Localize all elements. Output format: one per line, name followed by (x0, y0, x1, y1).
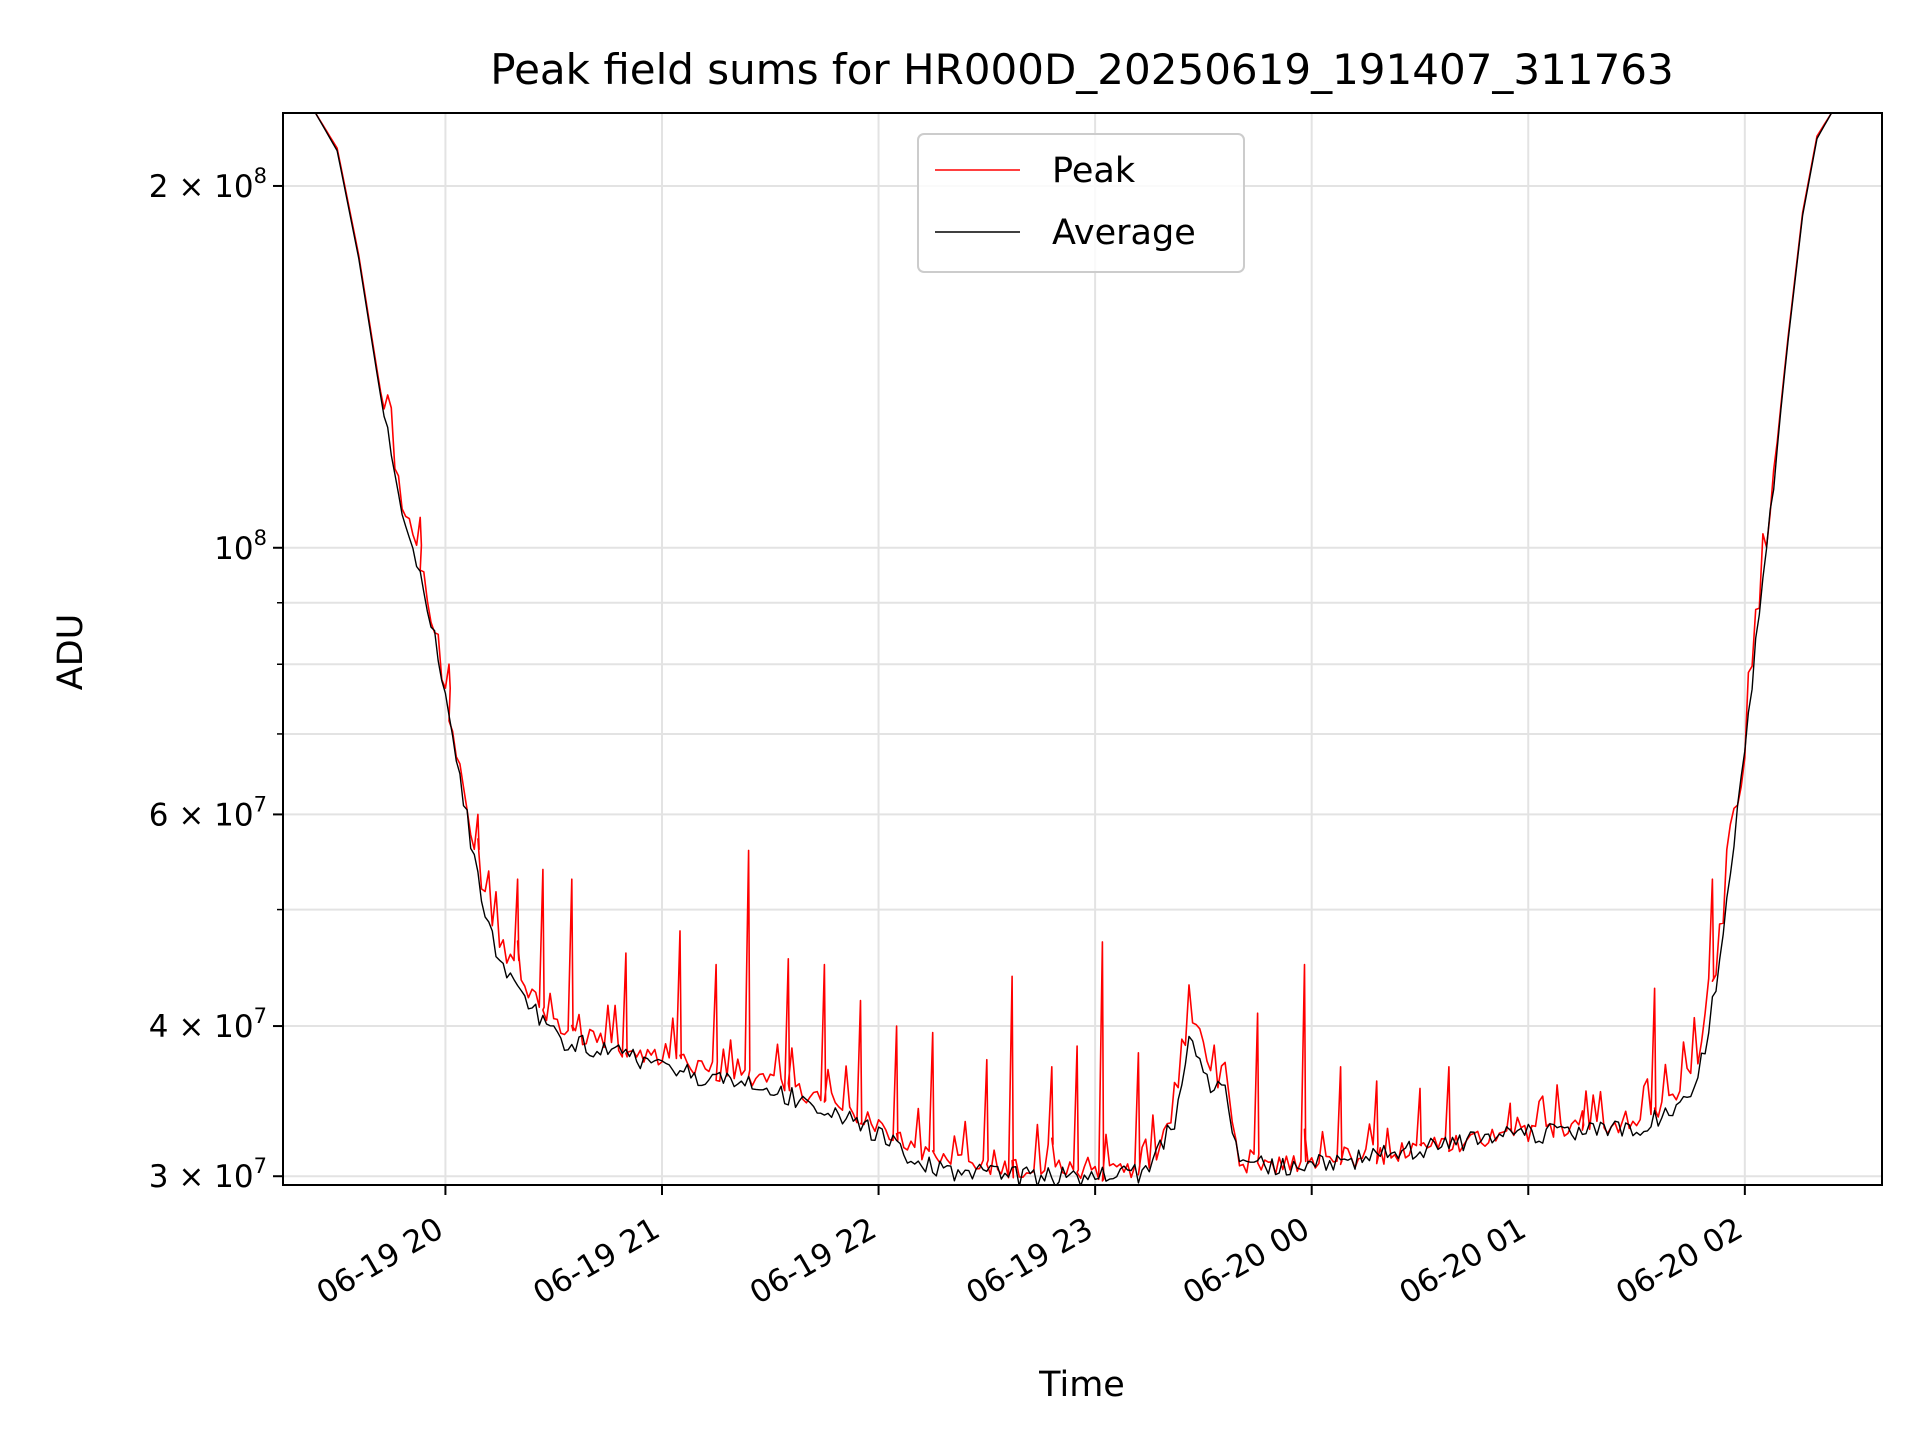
series-line-peak (314, 113, 1833, 1182)
y-tick-label: 2 × 108 (149, 164, 267, 205)
legend: Peak Average (917, 133, 1245, 273)
y-tick-label: 6 × 107 (149, 792, 267, 833)
y-tick-label: 4 × 107 (149, 1004, 267, 1045)
legend-label-average: Average (1052, 213, 1196, 253)
legend-label-peak: Peak (1052, 151, 1136, 191)
grid (283, 113, 1882, 1185)
series-layer (314, 113, 1833, 1185)
legend-box (917, 133, 1245, 273)
y-tick-label: 3 × 107 (149, 1154, 267, 1195)
plot-frame (282, 112, 1883, 1186)
y-axis-label: ADU (51, 614, 91, 691)
series-line-average (314, 113, 1833, 1185)
x-axis-label: Time (1038, 1365, 1125, 1405)
chart-title: Peak field sums for HR000D_20250619_1914… (490, 45, 1674, 94)
